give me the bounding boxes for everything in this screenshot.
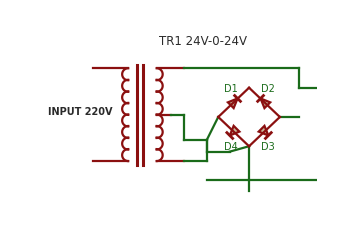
Polygon shape — [228, 99, 238, 109]
Polygon shape — [230, 126, 239, 136]
Text: D1: D1 — [224, 84, 238, 94]
Text: D3: D3 — [261, 141, 274, 151]
Polygon shape — [259, 126, 268, 136]
Text: TR1 24V-0-24V: TR1 24V-0-24V — [159, 35, 247, 48]
Text: INPUT 220V: INPUT 220V — [48, 106, 113, 116]
Text: D4: D4 — [224, 141, 238, 151]
Text: D2: D2 — [261, 84, 275, 94]
Polygon shape — [261, 99, 270, 109]
